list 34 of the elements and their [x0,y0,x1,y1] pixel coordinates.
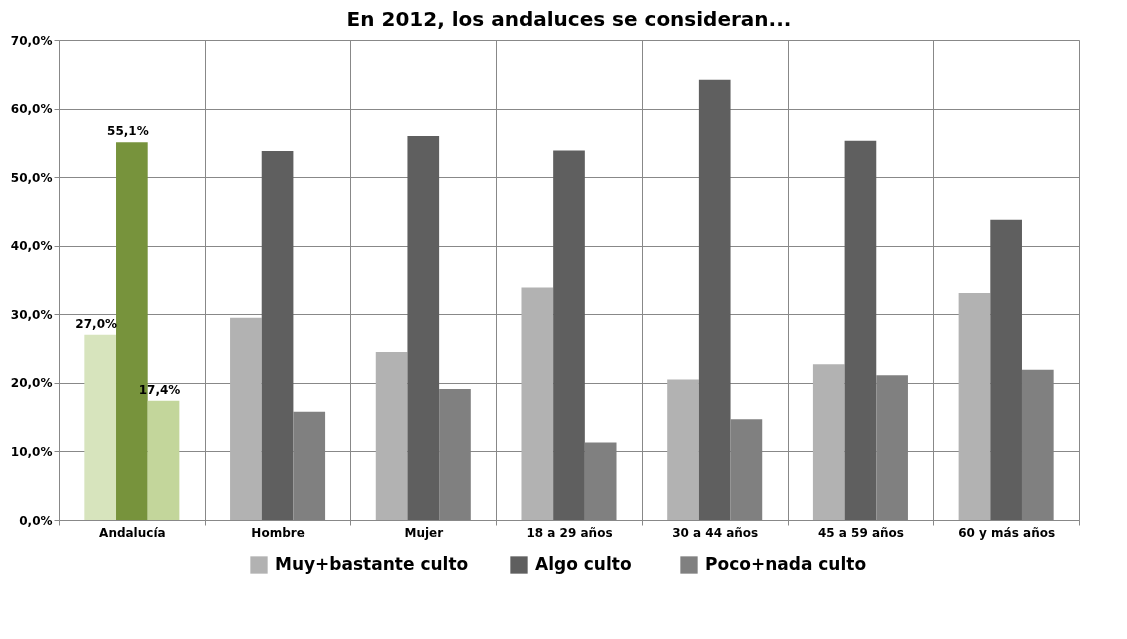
bar [147,400,180,520]
y-tick-label: 50,0% [10,170,53,185]
x-tick-label: Hombre [251,525,305,540]
bar [261,151,294,520]
bar [844,140,877,520]
x-tick-label: 18 a 29 años [526,525,613,540]
x-tick-label: Mujer [404,525,444,540]
y-tick-label: 40,0% [10,239,53,254]
legend-label: Poco+nada culto [705,554,867,574]
bar [958,293,991,520]
y-tick-label: 70,0% [10,33,53,48]
y-tick-label: 0,0% [19,513,53,528]
data-label: 55,1% [107,124,149,139]
bar [375,352,408,520]
x-tick-label: 30 a 44 años [672,525,759,540]
bar [407,136,440,520]
chart-title: En 2012, los andaluces se consideran... [346,7,792,31]
bar [521,287,554,520]
legend-label: Muy+bastante culto [275,554,469,574]
y-tick-label: 30,0% [10,307,53,322]
bar [990,219,1022,520]
bar [812,364,845,520]
y-tick-label: 20,0% [10,376,53,391]
bar [698,79,731,520]
x-tick-label: Andalucía [99,525,166,540]
y-tick-label: 10,0% [10,444,53,459]
bar [667,379,699,520]
legend-label: Algo culto [535,554,632,574]
x-tick-label: 45 a 59 años [817,525,904,540]
x-tick-label: 60 y más años [958,525,1056,540]
bar [553,150,585,520]
bar [230,317,262,520]
y-tick-label: 60,0% [10,102,53,117]
bar [84,334,117,520]
